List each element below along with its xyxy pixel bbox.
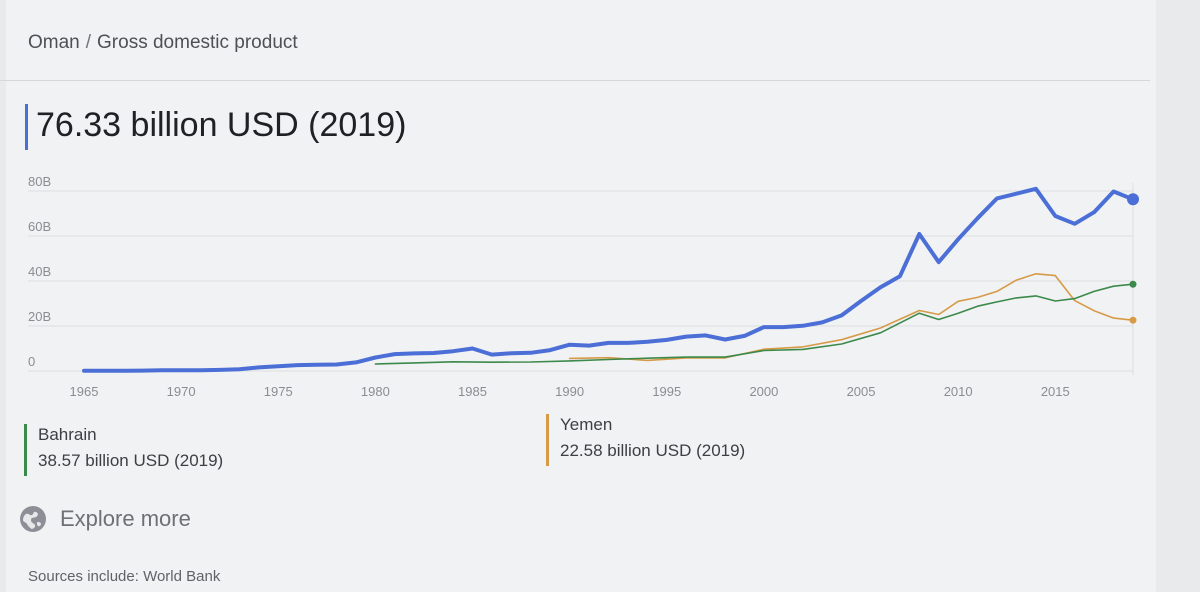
gdp-line-chart[interactable]: 0 20B 40B 60B 80B 1965 1970 1975 1980 1985 1990 199… [0,0,1200,420]
series-line-oman [82,186,1135,373]
x-tick-label: 2015 [1041,384,1070,399]
breadcrumb-separator: / [85,32,92,53]
series-line-yemen [568,272,1134,362]
series-end-point-yemen [1129,316,1137,324]
legend-name-bahrain: Bahrain [38,425,97,444]
x-tick-label: 1995 [652,384,681,399]
y-tick-label: 0 [28,354,35,369]
x-tick-label: 1980 [361,384,390,399]
headline-value: 76.33 billion USD (2019) [36,106,407,144]
legend-name-yemen: Yemen [560,415,613,434]
legend-value-yemen: 22.58 billion USD (2019) [560,441,746,460]
knowledge-card [6,0,1156,592]
breadcrumb: Oman / Gross domestic product [28,32,298,54]
x-tick-label: 1970 [167,384,196,399]
x-tick-label: 1965 [70,384,99,399]
series-end-point-oman [1127,193,1139,206]
series-line-bahrain [374,283,1134,365]
legend-color-bar-bahrain [24,424,27,476]
y-tick-label: 80B [28,174,51,189]
series-end-point-bahrain [1129,280,1137,288]
legend-value-bahrain: 38.57 billion USD (2019) [38,451,224,470]
explore-more-link[interactable]: Explore more [20,502,191,536]
legend-color-bar-yemen [546,414,549,466]
sources-note: Sources include: World Bank [28,568,221,585]
x-tick-label: 2005 [847,384,876,399]
x-tick-label: 1990 [555,384,584,399]
x-tick-label: 2010 [944,384,973,399]
y-tick-label: 40B [28,264,51,279]
breadcrumb-country[interactable]: Oman [28,32,80,53]
explore-more-label: Explore more [60,506,191,531]
y-tick-label: 20B [28,309,51,324]
legend-text-yemen: Yemen 22.58 billion USD (2019) [560,412,745,464]
globe-icon [20,506,46,532]
x-tick-label: 2000 [749,384,778,399]
x-tick-label: 1975 [264,384,293,399]
legend-text-bahrain: Bahrain 38.57 billion USD (2019) [38,422,223,474]
x-tick-label: 1985 [458,384,487,399]
breadcrumb-metric[interactable]: Gross domestic product [97,32,298,53]
y-tick-label: 60B [28,219,51,234]
headline-color-bar [25,104,28,150]
header-divider [0,80,1150,81]
